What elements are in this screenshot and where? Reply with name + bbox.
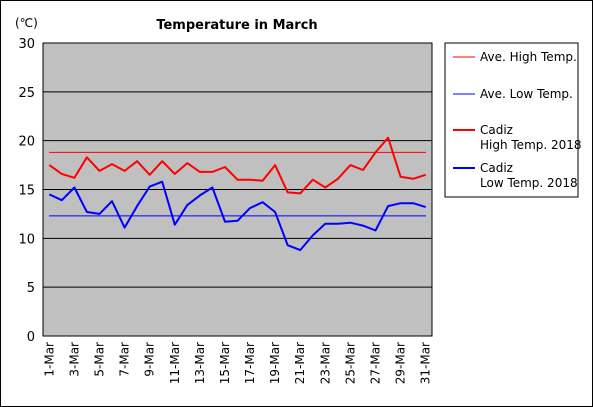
x-tick-label: 17-Mar (243, 342, 257, 384)
x-tick-label: 13-Mar (193, 342, 207, 384)
x-tick-label: 3-Mar (67, 342, 81, 377)
x-tick-label: 31-Mar (419, 342, 433, 384)
series-line (48, 180, 426, 252)
x-tick-label: 19-Mar (268, 342, 282, 384)
x-tick-label: 5-Mar (92, 342, 106, 377)
y-axis-ticks: 0 5 10 15 20 25 30 (18, 37, 35, 345)
y-tick-label: 30 (18, 37, 35, 52)
legend-label: Ave. Low Temp. (480, 87, 573, 101)
x-tick-label: 7-Mar (118, 342, 132, 377)
x-tick-label: 1-Mar (42, 342, 56, 377)
gridlines (43, 91, 432, 288)
x-tick-label: 21-Mar (293, 342, 307, 384)
legend-label: Cadiz Low Temp. 2018 (480, 161, 578, 190)
x-tick-label: 23-Mar (318, 342, 332, 384)
series-lines (48, 136, 427, 252)
y-tick-label: 10 (18, 232, 35, 247)
y-tick-label: 0 (27, 330, 35, 345)
x-tick-label: 9-Mar (143, 342, 157, 377)
y-unit-label: (℃) (15, 16, 38, 30)
y-tick-label: 20 (18, 135, 35, 150)
legend-box (444, 42, 579, 198)
x-tick-label: 27-Mar (369, 342, 383, 384)
legend-label: Cadiz High Temp. 2018 (480, 123, 582, 152)
y-tick-label: 25 (18, 86, 35, 101)
x-tick-label: 11-Mar (168, 342, 182, 384)
x-tick-label: 29-Mar (394, 342, 408, 384)
x-tick-label: 15-Mar (218, 342, 232, 384)
x-axis-ticks: 1-Mar 3-Mar 5-Mar 7-Mar 9-Mar 11-Mar 13-Mar 15-… (42, 342, 432, 384)
y-tick-label: 5 (27, 281, 35, 296)
series-line (48, 136, 427, 195)
chart-title: Temperature in March (156, 18, 317, 33)
legend: Ave. High Temp. Ave. Low Temp. Cadiz High T… (453, 50, 582, 190)
y-tick-label: 15 (18, 184, 35, 199)
x-tick-label: 25-Mar (343, 342, 357, 384)
legend-label: Ave. High Temp. (480, 50, 577, 64)
